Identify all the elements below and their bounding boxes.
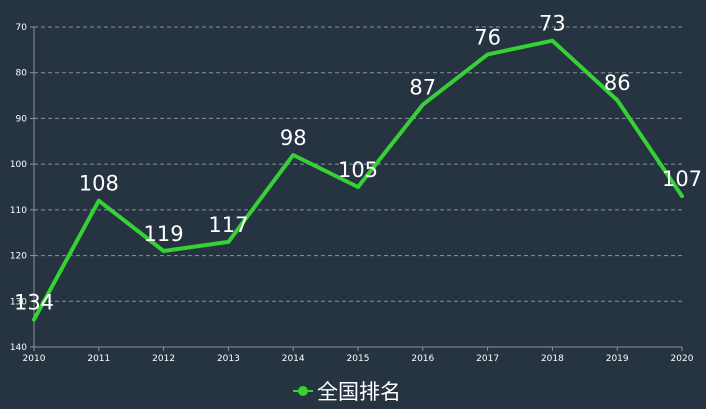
y-tick-label: 140 bbox=[10, 343, 27, 353]
data-label: 98 bbox=[280, 126, 307, 150]
legend-dot-swatch bbox=[298, 386, 308, 396]
x-tick-label: 2015 bbox=[347, 354, 370, 364]
data-label: 119 bbox=[144, 222, 184, 246]
x-tick-label: 2010 bbox=[23, 354, 46, 364]
y-tick-label: 110 bbox=[10, 206, 27, 216]
data-label: 87 bbox=[409, 76, 436, 100]
data-label: 117 bbox=[208, 213, 248, 237]
x-tick-label: 2017 bbox=[476, 354, 499, 364]
y-tick-label: 70 bbox=[16, 23, 28, 33]
grid-lines bbox=[34, 26, 682, 302]
series bbox=[32, 38, 684, 322]
data-label: 134 bbox=[14, 291, 54, 315]
data-label: 105 bbox=[338, 158, 378, 182]
x-tick-label: 2012 bbox=[152, 354, 175, 364]
x-tick-label: 2020 bbox=[671, 354, 694, 364]
x-tick-label: 2016 bbox=[411, 354, 434, 364]
data-labels: 134 108 119 117 98 105 87 76 73 86 107 bbox=[14, 12, 702, 315]
x-tick-label: 2013 bbox=[217, 354, 240, 364]
x-tick-label: 2011 bbox=[87, 354, 110, 364]
x-tick-label: 2018 bbox=[541, 354, 564, 364]
legend[interactable]: 全国排名 bbox=[293, 380, 401, 404]
data-label: 76 bbox=[474, 25, 501, 49]
y-tick-label: 120 bbox=[10, 252, 27, 262]
data-label: 108 bbox=[79, 172, 119, 196]
y-tick-label: 100 bbox=[10, 160, 27, 170]
x-tick-label: 2019 bbox=[606, 354, 629, 364]
data-label: 73 bbox=[539, 12, 566, 36]
x-tick-label: 2014 bbox=[282, 354, 305, 364]
y-tick-label: 90 bbox=[16, 114, 28, 124]
legend-label: 全国排名 bbox=[317, 380, 401, 404]
series-line[interactable] bbox=[32, 38, 684, 322]
y-tick-label: 130 bbox=[10, 297, 27, 307]
data-label: 86 bbox=[604, 71, 631, 95]
y-tick-label: 80 bbox=[16, 69, 28, 79]
data-label: 107 bbox=[662, 167, 702, 191]
